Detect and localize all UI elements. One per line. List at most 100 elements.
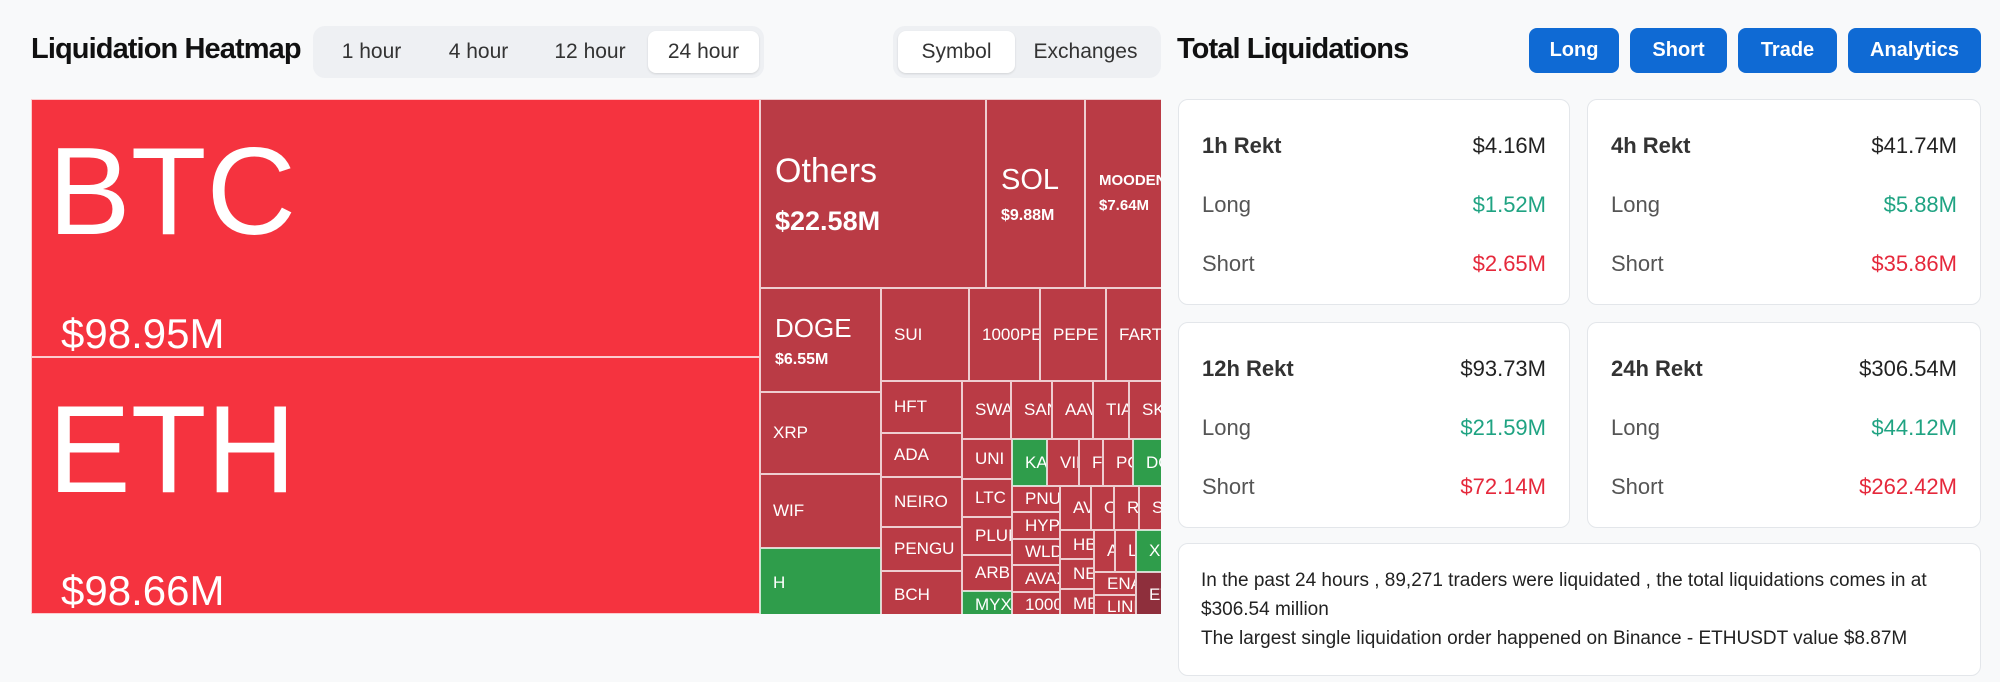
tile-fartcoin[interactable]: FARTCOIN (1106, 288, 1161, 381)
tile-me[interactable]: ME (1060, 589, 1094, 614)
card-4h-short-row: Short $35.86M (1611, 251, 1957, 277)
tile-arb[interactable]: ARB (962, 555, 1012, 591)
tile-ltc[interactable]: LTC (962, 479, 1012, 517)
tile-1000pepe[interactable]: 1000PEPE (969, 288, 1040, 381)
tile-wif[interactable]: WIF (760, 474, 881, 548)
tile-shib[interactable]: SHIB (1139, 486, 1161, 530)
tile-btc[interactable]: BTC $98.95M (31, 99, 760, 357)
tile-aave[interactable]: AAVE (1052, 381, 1093, 439)
tile-hft[interactable]: HFT (881, 381, 962, 433)
tile-neiro[interactable]: NEIRO (881, 477, 962, 527)
tile-dot[interactable]: DOT (1133, 439, 1161, 486)
card-12h-rekt: 12h Rekt $93.73M Long $21.59M Short $72.14M (1178, 322, 1570, 528)
card-24h-short-row: Short $262.42M (1611, 474, 1957, 500)
tile-h-symbol: H (773, 573, 786, 592)
tile-ltc-symbol: LTC (975, 488, 1006, 507)
card-12h-short-value: $72.14M (1460, 474, 1546, 499)
tile-xlm[interactable]: XLM (1136, 530, 1161, 572)
tile-avaai-symbol: AVAAI (1073, 498, 1090, 517)
tile-near[interactable]: NEAR (1060, 559, 1094, 589)
heatmap-title: Liquidation Heatmap (31, 33, 302, 65)
tile-fartcoin-symbol: FARTCOIN (1119, 324, 1161, 344)
tile-rune[interactable]: RUNE (1114, 486, 1139, 530)
tile-pnut[interactable]: PNUT (1012, 486, 1060, 512)
tile-tia[interactable]: TIA (1093, 381, 1129, 439)
tile-pol[interactable]: POL (1103, 439, 1133, 486)
card-1h-short-row: Short $2.65M (1202, 251, 1546, 277)
tile-sol-value: $9.88M (1001, 207, 1055, 224)
tile-moodeng[interactable]: MOODENG $7.64M (1085, 99, 1161, 288)
tile-tia-symbol: TIA (1106, 400, 1128, 419)
card-12h-long-label: Long (1202, 415, 1251, 440)
tile-1000x[interactable]: 1000X (1012, 592, 1060, 614)
tab-24-hour[interactable]: 24 hour (648, 31, 759, 73)
tab-4-hour[interactable]: 4 hour (448, 40, 509, 63)
trade-button[interactable]: Trade (1738, 28, 1837, 73)
tile-ena[interactable]: ENA (1094, 572, 1136, 595)
card-4h-rekt: 4h Rekt $41.74M Long $5.88M Short $35.86M (1587, 99, 1981, 305)
card-24h-header: 24h Rekt $306.54M (1611, 356, 1957, 382)
card-1h-title: 1h Rekt (1202, 133, 1282, 158)
tile-myx[interactable]: MYX (962, 591, 1012, 614)
card-1h-short-value: $2.65M (1472, 251, 1546, 276)
tile-swarms[interactable]: SWARMS (962, 381, 1011, 439)
tile-pepe[interactable]: PEPE (1040, 288, 1106, 381)
tile-shib-symbol: SHIB (1152, 498, 1161, 518)
tile-others-symbol: Others (775, 152, 878, 190)
card-4h-title: 4h Rekt (1611, 133, 1691, 158)
long-button[interactable]: Long (1529, 28, 1619, 73)
tile-sui[interactable]: SUI (881, 288, 969, 381)
tile-fil[interactable]: FIL (1079, 439, 1103, 486)
tile-avaai[interactable]: AVAAI (1060, 486, 1091, 530)
tile-xrp[interactable]: XRP (760, 392, 881, 474)
analytics-button[interactable]: Analytics (1848, 28, 1981, 73)
tile-avax[interactable]: AVAX (1012, 565, 1060, 592)
tile-moodeng-value: $7.64M (1099, 197, 1150, 214)
tile-doge[interactable]: DOGE $6.55M (760, 288, 881, 392)
short-button[interactable]: Short (1630, 28, 1727, 73)
tile-virtual[interactable]: VIRTUAL (1047, 439, 1079, 486)
card-4h-total: $41.74M (1871, 133, 1957, 158)
tile-kaito-symbol: KAITO (1025, 452, 1047, 472)
liquidation-summary: In the past 24 hours , 89,271 traders we… (1178, 543, 1981, 676)
tile-aave-symbol: AAVE (1065, 400, 1092, 419)
tile-ada[interactable]: ADA (881, 433, 962, 477)
card-24h-long-value: $44.12M (1871, 415, 1957, 440)
tile-sol[interactable]: SOL $9.88M (986, 99, 1085, 288)
tile-link[interactable]: LINK (1094, 595, 1136, 614)
tile-sk[interactable]: SK (1129, 381, 1161, 439)
tile-etc[interactable]: ETC (1136, 572, 1161, 614)
tile-others[interactable]: Others $22.58M (760, 99, 986, 288)
tile-aero[interactable]: AERO (1094, 530, 1115, 572)
tile-btc-value: $98.95M (61, 310, 225, 357)
tile-bch[interactable]: BCH (881, 571, 962, 614)
tile-sand[interactable]: SAND (1011, 381, 1052, 439)
tile-pengu[interactable]: PENGU (881, 527, 962, 571)
tile-sol-symbol: SOL (1001, 164, 1060, 196)
tile-link-symbol: LINK (1107, 596, 1135, 615)
tile-uni[interactable]: UNI (962, 439, 1012, 479)
tile-doge-value: $6.55M (775, 351, 829, 368)
card-24h-short-value: $262.42M (1859, 474, 1957, 499)
tab-12-hour[interactable]: 12 hour (554, 40, 626, 63)
tile-me-symbol: ME (1073, 593, 1093, 613)
tile-kaito[interactable]: KAITO (1012, 439, 1047, 486)
tile-xlm-symbol: XLM (1149, 541, 1161, 560)
tile-virtual-symbol: VIRTUAL (1060, 452, 1078, 472)
tab-exchanges[interactable]: Exchanges (1033, 40, 1138, 63)
tile-h[interactable]: H (760, 548, 881, 614)
tile-plume[interactable]: PLUME (962, 517, 1012, 555)
card-4h-short-value: $35.86M (1871, 251, 1957, 276)
tile-link-small[interactable]: LINK (1115, 530, 1136, 572)
time-range-tabs: 1 hour 4 hour 12 hour 24 hour (313, 26, 764, 78)
tile-op[interactable]: OP (1091, 486, 1114, 530)
tile-eth[interactable]: ETH $98.66M (31, 357, 760, 614)
tile-sand-symbol: SAND (1024, 400, 1051, 419)
tile-hype[interactable]: HYPE (1012, 512, 1060, 539)
tile-hbar[interactable]: HBAR (1060, 530, 1094, 559)
tile-wld[interactable]: WLD (1012, 539, 1060, 565)
tab-1-hour[interactable]: 1 hour (341, 40, 402, 63)
card-4h-long-value: $5.88M (1883, 192, 1957, 217)
card-1h-rekt: 1h Rekt $4.16M Long $1.52M Short $2.65M (1178, 99, 1570, 305)
tab-symbol[interactable]: Symbol (898, 31, 1015, 73)
